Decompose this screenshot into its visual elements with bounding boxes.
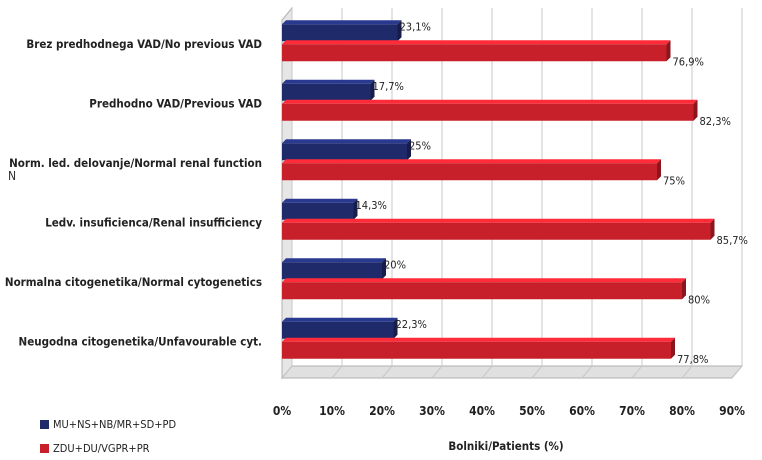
category-label: Predhodno VAD/Previous VAD: [89, 96, 262, 110]
gridline-floor: [531, 365, 543, 379]
category-label: Brez predhodnega VAD/No previous VAD: [26, 37, 262, 51]
bar-series-2: [282, 282, 682, 300]
bar-end-face: [657, 159, 661, 181]
bar-series-1: [282, 202, 354, 220]
legend-label: MU+NS+NB/MR+SD+PD: [53, 418, 176, 431]
bar-series-1: [282, 262, 382, 280]
x-tick-label: 60%: [569, 404, 595, 418]
bar-series-2: [282, 163, 657, 181]
bar-series-2: [282, 44, 667, 62]
x-tick-label: 0%: [273, 404, 292, 418]
data-label: 14,3%: [356, 199, 387, 212]
category-label: Neugodna citogenetika/Unfavourable cyt.: [19, 334, 262, 348]
plot-floor: [280, 365, 744, 379]
data-label: 20%: [384, 258, 406, 271]
data-label: 77,8%: [677, 353, 708, 366]
data-label: 17,7%: [373, 80, 404, 93]
gridline-floor: [581, 365, 593, 379]
data-label: 80%: [688, 293, 710, 306]
bar-top-face: [282, 258, 386, 263]
data-label: 23,1%: [400, 20, 431, 33]
bar-end-face: [397, 20, 402, 42]
x-tick-label: 80%: [669, 404, 695, 418]
legend-swatch: [40, 420, 49, 429]
bar-series-1: [282, 321, 394, 339]
bar-series-1: [282, 143, 407, 161]
gridline-floor: [731, 365, 743, 379]
x-tick-label: 20%: [369, 404, 395, 418]
gridline-floor: [431, 365, 443, 379]
legend-label: ZDU+DU/VGPR+PR: [53, 442, 150, 455]
data-label: 25%: [409, 139, 431, 152]
bar-series-1: [282, 83, 371, 101]
bar-top-face: [282, 159, 661, 164]
bar-series-2: [282, 222, 711, 240]
bar-series-2: [282, 341, 671, 359]
bar-end-face: [682, 278, 686, 300]
category-label: Normalna citogenetika/Normal cytogenetic…: [5, 275, 262, 289]
bar-top-face: [282, 79, 375, 84]
x-tick-label: 70%: [619, 404, 645, 418]
bar-end-face: [710, 218, 715, 240]
gridline-floor: [481, 365, 493, 379]
bar-end-face: [671, 337, 675, 359]
bar-end-face: [393, 317, 398, 339]
bar-end-face: [407, 139, 411, 161]
x-tick-label: 40%: [469, 404, 495, 418]
bar-top-face: [282, 139, 411, 144]
legend-swatch: [40, 444, 49, 453]
gridline-floor: [281, 365, 293, 379]
bar-top-face: [282, 337, 675, 342]
x-tick-label: 50%: [519, 404, 545, 418]
bar-series-2: [282, 103, 694, 121]
bar-end-face: [353, 198, 358, 220]
gridline-floor: [331, 365, 343, 379]
bar-top-face: [282, 317, 398, 322]
x-tick-label: 30%: [419, 404, 445, 418]
bar-end-face: [666, 40, 671, 62]
bar-top-face: [282, 20, 402, 25]
data-label: 82,3%: [700, 115, 731, 128]
data-label: 75%: [663, 174, 685, 187]
bar-end-face: [370, 79, 375, 101]
bar-series-1: [282, 24, 398, 42]
bar-top-face: [282, 99, 698, 104]
bar-top-face: [282, 198, 358, 203]
category-label: Ledv. insuficienca/Renal insufficiency: [45, 215, 262, 229]
gridline-floor: [681, 365, 693, 379]
x-tick-label: 10%: [319, 404, 345, 418]
x-tick-label: 90%: [719, 404, 745, 418]
category-label: Norm. led. delovanje/Normal renal functi…: [9, 156, 262, 170]
data-label: 22,3%: [396, 318, 427, 331]
data-label: 85,7%: [717, 234, 748, 247]
gridline-floor: [381, 365, 393, 379]
y-axis-label-fragment: N: [8, 169, 16, 183]
gridline-floor: [631, 365, 643, 379]
bar-top-face: [282, 40, 671, 45]
bar-end-face: [693, 99, 698, 121]
x-axis-title: Bolniki/Patients (%): [448, 439, 563, 453]
data-label: 76,9%: [673, 55, 704, 68]
bar-top-face: [282, 278, 686, 283]
bar-top-face: [282, 218, 715, 223]
bar-end-face: [382, 258, 386, 280]
